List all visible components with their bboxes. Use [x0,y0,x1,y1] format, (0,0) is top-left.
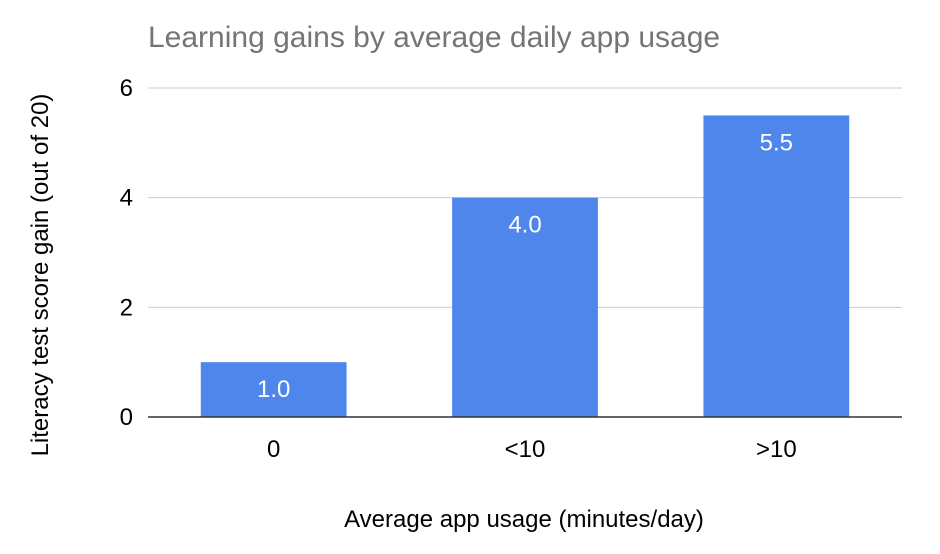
chart-title: Learning gains by average daily app usag… [148,21,720,54]
y-tick-label: 6 [120,75,133,102]
x-tick-label: 0 [267,436,280,463]
bar [452,197,598,417]
bar-value-label: 5.5 [760,129,793,156]
bar [200,362,347,417]
x-tick-label: >10 [756,436,797,463]
bars: 1.0 4.0 5.5 [200,115,850,418]
x-axis-ticks: 0 <10 >10 [267,436,797,463]
y-axis-ticks: 0 2 4 6 [120,75,133,431]
y-tick-label: 2 [120,294,133,321]
y-axis-label: Literacy test score gain (out of 20) [27,94,54,457]
x-tick-label: <10 [505,436,546,463]
bar [703,115,850,418]
bar-value-label: 1.0 [257,376,290,403]
y-tick-label: 4 [120,185,133,212]
y-tick-label: 0 [120,404,133,431]
x-axis-label: Average app usage (minutes/day) [344,506,704,533]
bar-value-label: 4.0 [508,212,541,239]
